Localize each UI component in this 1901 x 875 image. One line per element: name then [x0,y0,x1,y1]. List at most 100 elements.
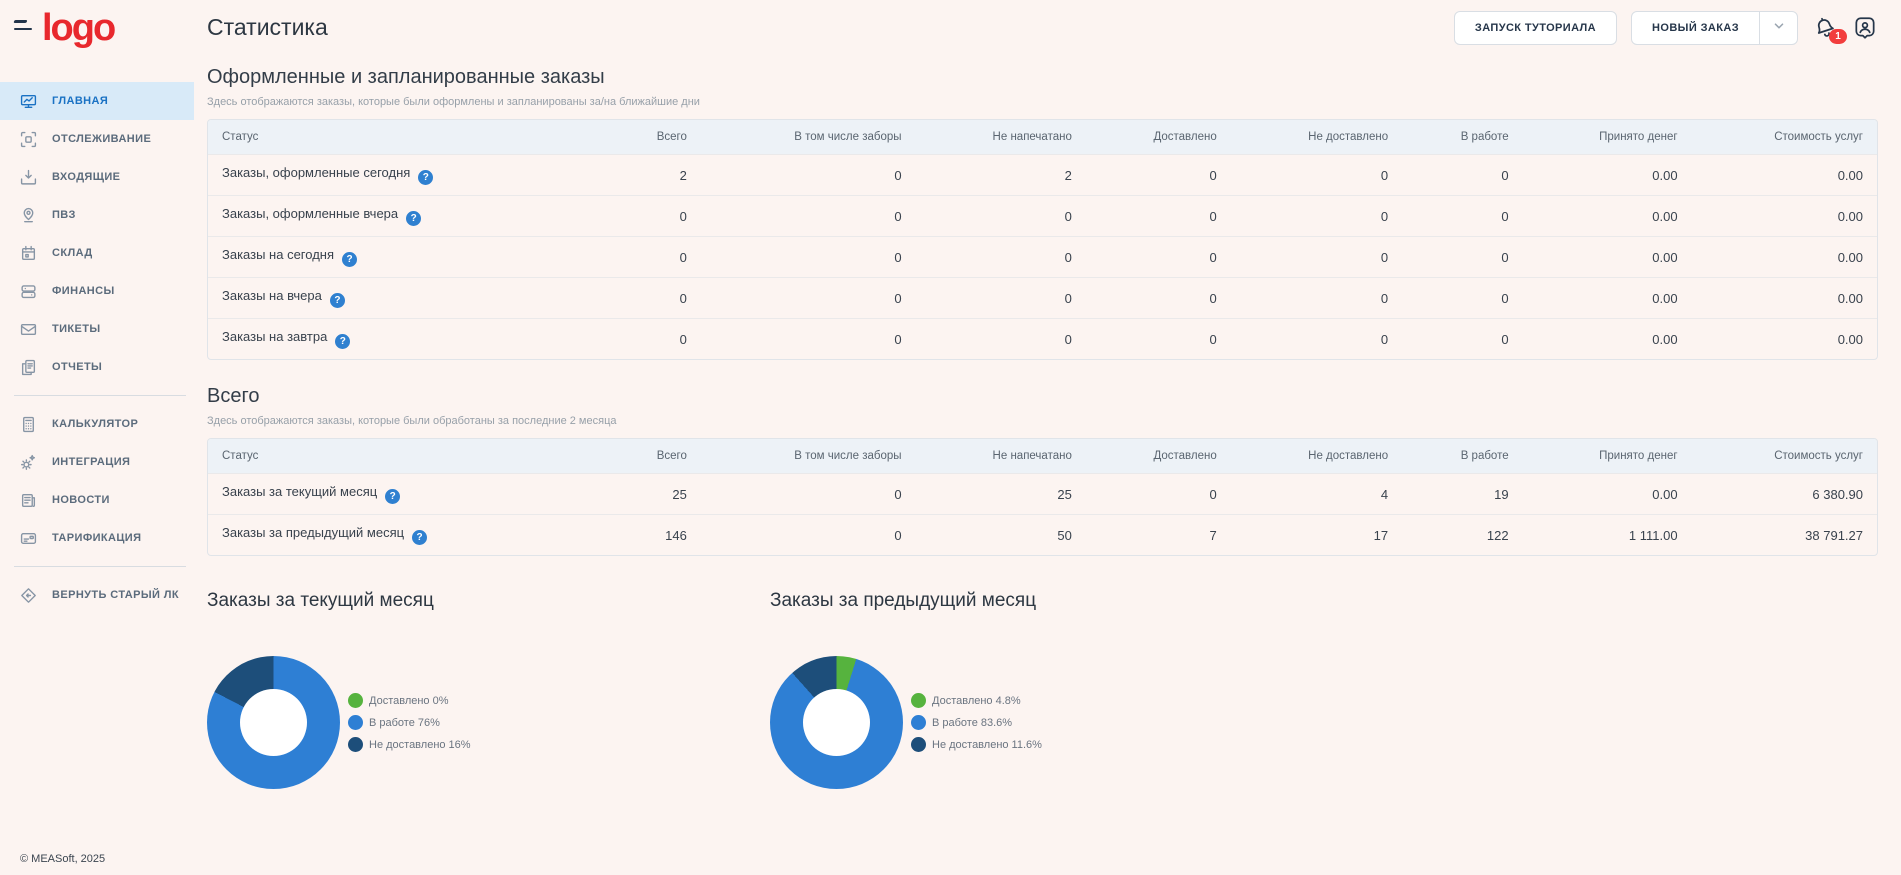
legend-item[interactable]: Не доставлено 16% [348,737,471,752]
section-title: Всего [207,385,260,407]
legend-label: В работе 83.6% [932,716,1013,729]
help-icon[interactable]: ? [329,293,345,308]
value-cell: 0 [1402,318,1523,359]
run-tutorial-button[interactable]: ЗАПУСК ТУТОРИАЛА [1453,11,1618,45]
sidebar-divider [14,566,186,567]
status-cell: Заказы за текущий месяц? [208,473,609,514]
help-icon[interactable]: ? [418,170,434,185]
value-cell: 4 [1230,473,1403,514]
section-title: Оформленные и запланированные заказы [207,66,605,88]
help-icon[interactable]: ? [342,252,358,267]
menu-toggle-icon[interactable] [13,20,34,34]
table-row: Заказы за предыдущий месяц? 146 0 50 7 17 122 1… [208,514,1877,555]
sidebar-item-tracking[interactable]: ОТСЛЕЖИВАНИЕ [0,120,194,158]
value-cell: 0 [915,277,1086,318]
value-cell: 0.00 [1522,236,1692,277]
legend-item[interactable]: В работе 76% [348,715,471,730]
integration-icon [20,454,37,471]
value-cell: 0 [1230,195,1403,236]
status-label: Заказы за текущий месяц [222,484,378,499]
column-header: Принято денег [1522,439,1692,473]
sidebar-item-tariff[interactable]: ТАРИФИКАЦИЯ [0,519,194,557]
sidebar-item-label: ОТСЛЕЖИВАНИЕ [52,133,152,145]
help-icon[interactable]: ? [335,334,351,349]
status-label: Заказы на завтра [222,329,328,344]
new-order-button[interactable]: НОВЫЙ ЗАКАЗ [1652,22,1739,34]
value-cell: 0 [608,236,701,277]
sidebar-item-label: НОВОСТИ [52,494,110,506]
legend-label: Доставлено 4.8% [932,694,1021,707]
new-order-dropdown-toggle[interactable] [1759,12,1797,44]
status-cell: Заказы, оформленные вчера? [208,195,609,236]
table-header-row: Статус Всего В том числе заборы Не напечата… [208,120,1877,154]
account-button[interactable] [1852,15,1878,41]
value-cell: 50 [915,514,1086,555]
value-cell: 0.00 [1522,473,1692,514]
value-cell: 0 [700,514,916,555]
legend-bullet-icon [348,715,363,730]
value-cell: 0 [915,236,1086,277]
sidebar-item-dashboard[interactable]: ГЛАВНАЯ [0,82,194,120]
value-cell: 0 [700,195,916,236]
value-cell: 0 [915,195,1086,236]
sidebar-item-pickup-point[interactable]: ПВЗ [0,196,194,234]
sidebar-item-tickets[interactable]: ТИКЕТЫ [0,310,194,348]
sidebar-item-label: ИНТЕГРАЦИЯ [52,456,131,468]
chart-legend: Доставлено 4.8% В работе 83.6% Не доставле… [911,693,1042,752]
section-subtitle: Здесь отображаются заказы, которые были … [207,96,700,108]
sidebar-item-label: ГЛАВНАЯ [52,95,109,107]
sidebar-item-reports[interactable]: ОТЧЕТЫ [0,348,194,386]
status-label: Заказы на сегодня [222,247,335,262]
legend-label: Доставлено 0% [369,694,449,707]
column-header: Доставлено [1085,439,1231,473]
value-cell: 0 [608,318,701,359]
status-label: Заказы на вчера [222,288,322,303]
sidebar-item-calculator[interactable]: КАЛЬКУЛЯТОР [0,405,194,443]
chart-title: Заказы за текущий месяц [207,590,434,611]
legend-bullet-icon [348,693,363,708]
value-cell: 0 [1402,277,1523,318]
table-header-row: Статус Всего В том числе заборы Не напечата… [208,439,1877,473]
main-content: Статистика ЗАПУСК ТУТОРИАЛА НОВЫЙ ЗАКАЗ [200,0,1901,789]
back-icon [20,587,37,604]
legend-bullet-icon [911,715,926,730]
help-icon[interactable]: ? [412,530,428,545]
copyright-text: © MEASoft, 2025 [20,853,106,865]
help-icon[interactable]: ? [406,211,422,226]
sidebar-item-finance[interactable]: ФИНАНСЫ [0,272,194,310]
sidebar-item-label: ВХОДЯЩИЕ [52,171,121,183]
sidebar-item-warehouse[interactable]: СКЛАД [0,234,194,272]
status-cell: Заказы, оформленные сегодня? [208,154,609,195]
tracking-icon [20,131,37,148]
value-cell: 0 [1230,318,1403,359]
value-cell: 17 [1230,514,1403,555]
charts-row: Заказы за текущий месяц Доставлено 0% В р… [207,590,1878,789]
reports-icon [20,359,37,376]
sidebar-item-news[interactable]: НОВОСТИ [0,481,194,519]
sidebar-item-back[interactable]: ВЕРНУТЬ СТАРЫЙ ЛК [0,576,194,614]
sidebar-item-inbox[interactable]: ВХОДЯЩИЕ [0,158,194,196]
legend-label: В работе 76% [369,716,440,729]
legend-bullet-icon [348,737,363,752]
value-cell: 1 111.00 [1522,514,1692,555]
legend-item[interactable]: Не доставлено 11.6% [911,737,1042,752]
value-cell: 6 380.90 [1691,473,1877,514]
column-header: Стоимость услуг [1691,439,1877,473]
notifications-button[interactable]: 1 [1812,15,1847,44]
value-cell: 0 [1230,236,1403,277]
status-label: Заказы, оформленные вчера [222,206,399,221]
status-cell: Заказы на завтра? [208,318,609,359]
chevron-down-icon [1772,19,1786,38]
legend-item[interactable]: Доставлено 0% [348,693,471,708]
value-cell: 7 [1085,514,1231,555]
value-cell: 0 [1085,318,1231,359]
column-header: Принято денег [1522,120,1692,154]
value-cell: 0 [700,318,916,359]
legend-item[interactable]: Доставлено 4.8% [911,693,1042,708]
logo[interactable]: logo [42,7,116,49]
value-cell: 0 [1402,195,1523,236]
help-icon[interactable]: ? [385,489,401,504]
sidebar-item-integration[interactable]: ИНТЕГРАЦИЯ [0,443,194,481]
legend-item[interactable]: В работе 83.6% [911,715,1042,730]
value-cell: 0.00 [1691,318,1877,359]
